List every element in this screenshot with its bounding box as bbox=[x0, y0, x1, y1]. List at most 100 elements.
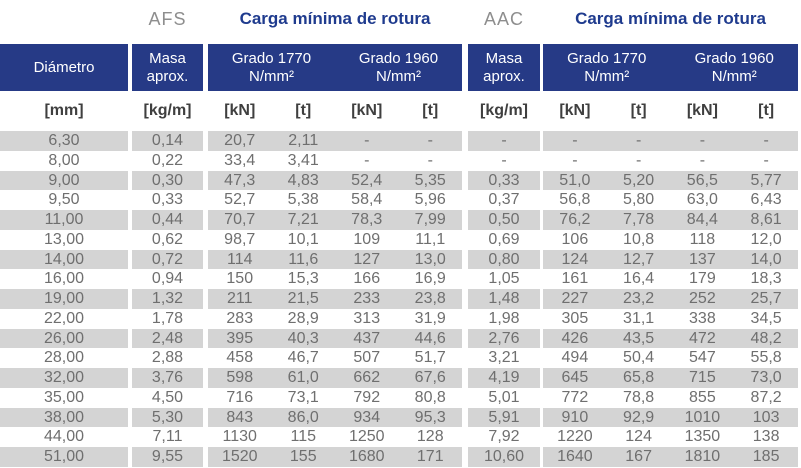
cell: 48,2 bbox=[750, 329, 782, 347]
row-block: 150 15,3 166 16,9 bbox=[208, 269, 462, 289]
row-block: 0,50 bbox=[468, 210, 540, 230]
cell: 106 bbox=[561, 230, 589, 248]
row-block: 283 28,9 313 31,9 bbox=[208, 309, 462, 329]
row-block: 10,60 bbox=[468, 447, 540, 467]
table-row: 11,00 0,44 70,7 7,21 78,3 7,99 0,50 76,2 7,78 84,… bbox=[0, 210, 798, 230]
cell: 78,3 bbox=[351, 211, 383, 228]
cell: - bbox=[364, 132, 370, 149]
row-block: 124 12,7 137 14,0 bbox=[543, 249, 798, 270]
cell: 934 bbox=[353, 408, 381, 426]
cell: 51,0 bbox=[559, 171, 591, 189]
row-block: 32,00 bbox=[0, 368, 128, 388]
row-block: 98,7 10,1 109 11,1 bbox=[208, 230, 462, 250]
cell: 6,30 bbox=[48, 132, 80, 149]
cell: 76,2 bbox=[559, 211, 591, 228]
header-grado-1770-aac: Grado 1770 N/mm² bbox=[543, 44, 671, 91]
cell: 14,0 bbox=[750, 250, 782, 268]
cell: 25,7 bbox=[750, 290, 782, 307]
cell: - bbox=[763, 151, 769, 169]
cell: 716 bbox=[226, 388, 254, 406]
cell: 21,5 bbox=[287, 290, 319, 307]
cell: 80,8 bbox=[414, 388, 446, 406]
cell: 46,7 bbox=[287, 349, 319, 367]
cell: 38,00 bbox=[43, 408, 85, 426]
cell: 313 bbox=[353, 309, 381, 327]
row-block: 22,00 bbox=[0, 309, 128, 329]
table-row: 32,00 3,76 598 61,0 662 67,6 4,19 645 65,8 715 73,… bbox=[0, 368, 798, 388]
cell: 645 bbox=[561, 369, 589, 386]
cell: 0,33 bbox=[488, 171, 520, 189]
cell: 0,69 bbox=[488, 230, 520, 248]
row-block: ---- bbox=[543, 151, 798, 171]
row-block: 9,00 bbox=[0, 170, 128, 191]
row-block: 16,00 bbox=[0, 269, 128, 289]
cell: 3,76 bbox=[151, 369, 184, 386]
cell: - bbox=[763, 132, 769, 149]
row-block: 0,33 bbox=[468, 170, 540, 191]
cell: 124 bbox=[625, 428, 652, 446]
header-grado-1960-aac: Grado 1960 N/mm² bbox=[670, 44, 798, 91]
group-label-afs: AFS bbox=[148, 9, 187, 29]
cell: 78,8 bbox=[623, 388, 655, 406]
cell: 70,7 bbox=[224, 211, 256, 228]
row-block: 0,14 bbox=[132, 131, 203, 151]
cell: 166 bbox=[353, 270, 381, 288]
row-block: 9,50 bbox=[0, 190, 128, 210]
cell: 47,3 bbox=[224, 171, 256, 189]
cell: 1,05 bbox=[488, 270, 520, 288]
cell: 426 bbox=[561, 329, 589, 347]
cell: 23,2 bbox=[623, 290, 655, 307]
row-block: 1520 155 1680 171 bbox=[208, 447, 462, 467]
cell: 472 bbox=[689, 329, 716, 347]
cell: - bbox=[427, 132, 433, 149]
row-block: 211 21,5 233 23,8 bbox=[208, 289, 462, 309]
row-block: 106 10,8 118 12,0 bbox=[543, 230, 798, 250]
cell: 7,78 bbox=[623, 211, 655, 228]
cell: 305 bbox=[561, 309, 589, 327]
cell: 28,00 bbox=[43, 349, 85, 367]
table-row: 38,00 5,30 843 86,0 934 95,3 5,91 910 92,9 1010 10… bbox=[0, 407, 798, 428]
cell: 8,61 bbox=[750, 211, 782, 228]
cell: 7,11 bbox=[152, 428, 183, 446]
row-block: 28,00 bbox=[0, 348, 128, 368]
row-block: ---- bbox=[543, 131, 798, 151]
cell: 33,4 bbox=[224, 151, 256, 169]
row-block: 772 78,8 855 87,2 bbox=[543, 388, 798, 408]
row-block: 5,30 bbox=[132, 407, 203, 428]
table-row: 9,00 0,30 47,3 4,83 52,4 5,35 0,33 51,0 5,20 56,5… bbox=[0, 170, 798, 191]
cell: 58,4 bbox=[351, 191, 383, 209]
cell: 494 bbox=[561, 349, 589, 367]
row-block: 26,00 bbox=[0, 328, 128, 349]
row-block: 0,30 bbox=[132, 170, 203, 191]
cell: 11,00 bbox=[44, 211, 84, 228]
header-masa-aprox-afs: Masa aprox. bbox=[132, 44, 203, 91]
table-body: 6,30 0,14 20,7 2,11 - - - - - - - 8,00 0,22 33,4 3,41 -… bbox=[0, 131, 798, 467]
row-block: [kN] [t] [kN] [t] bbox=[208, 92, 462, 130]
row-block: 2,88 bbox=[132, 348, 203, 368]
row-block: 645 65,8 715 73,0 bbox=[543, 368, 798, 388]
cell: 283 bbox=[226, 309, 254, 327]
row-block: 0,80 bbox=[468, 249, 540, 270]
cell: 5,20 bbox=[623, 171, 655, 189]
row-block: 11,00 bbox=[0, 210, 128, 230]
group-label-aac: AAC bbox=[483, 9, 524, 29]
cell: 63,0 bbox=[686, 191, 718, 209]
cell: 16,9 bbox=[414, 270, 446, 288]
cell: 31,1 bbox=[623, 309, 655, 327]
cell: - bbox=[635, 151, 642, 169]
cell: - bbox=[699, 132, 706, 149]
cell: 5,38 bbox=[287, 191, 319, 209]
cell: 138 bbox=[752, 428, 780, 446]
cell: - bbox=[572, 132, 578, 149]
row-block: 4,19 bbox=[468, 368, 540, 388]
table-row: 8,00 0,22 33,4 3,41 - - - - - - - bbox=[0, 151, 798, 171]
cell: 5,35 bbox=[414, 171, 446, 189]
row-block: 56,8 5,80 63,0 6,43 bbox=[543, 190, 798, 210]
row-block: 76,2 7,78 84,4 8,61 bbox=[543, 210, 798, 230]
cell: 50,4 bbox=[623, 349, 655, 367]
cell: [t] bbox=[422, 102, 439, 119]
cell: 1350 bbox=[684, 428, 721, 446]
cell: 114 bbox=[226, 250, 253, 268]
cell: 7,21 bbox=[287, 211, 319, 228]
cell: 0,30 bbox=[151, 171, 184, 189]
